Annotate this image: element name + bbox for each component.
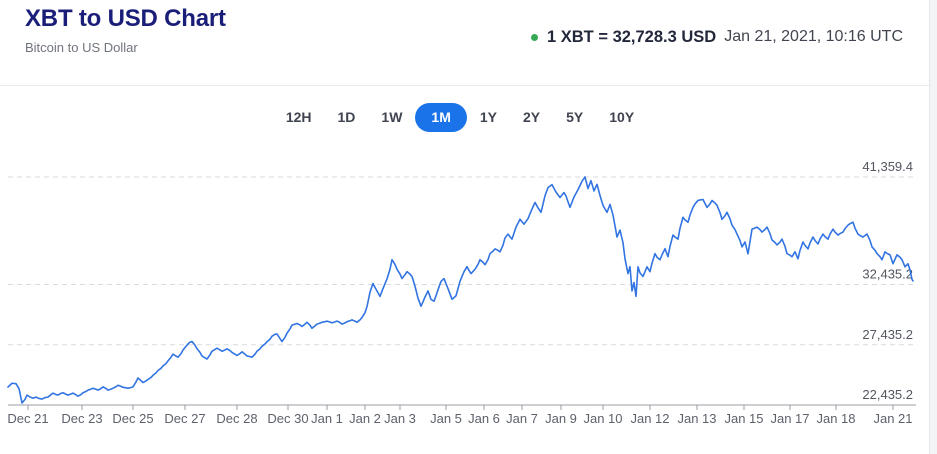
x-axis-label: Jan 1: [311, 411, 343, 426]
range-button-1m[interactable]: 1M: [415, 103, 467, 132]
range-button-12h[interactable]: 12H: [273, 103, 325, 132]
range-button-5y[interactable]: 5Y: [553, 103, 596, 132]
x-axis-label: Jan 17: [770, 411, 809, 426]
x-axis-label: Dec 27: [164, 411, 205, 426]
x-axis-label: Dec 25: [112, 411, 153, 426]
current-rate: 1 XBT = 32,728.3 USD Jan 21, 2021, 10:16…: [531, 26, 903, 48]
x-axis-label: Jan 10: [583, 411, 622, 426]
x-axis-label: Jan 6: [468, 411, 500, 426]
x-axis-label: Jan 5: [430, 411, 462, 426]
live-status-dot-icon: [531, 33, 538, 41]
x-axis-label: Jan 13: [677, 411, 716, 426]
y-axis-label: 41,359.4: [862, 159, 913, 174]
rate-value: 1 XBT = 32,728.3 USD: [547, 27, 717, 46]
page-right-edge: [929, 0, 937, 454]
y-axis-label: 27,435.2: [862, 327, 913, 342]
range-button-1y[interactable]: 1Y: [467, 103, 510, 132]
x-axis-label: Jan 2: [349, 411, 381, 426]
y-axis-label: 32,435.2: [862, 267, 913, 282]
page-title: XBT to USD Chart: [25, 5, 226, 32]
price-line: [7, 176, 914, 404]
range-button-1d[interactable]: 1D: [325, 103, 369, 132]
x-axis-label: Dec 21: [7, 411, 48, 426]
range-button-1w[interactable]: 1W: [368, 103, 415, 132]
x-axis-label: Jan 3: [384, 411, 416, 426]
x-axis-label: Jan 21: [873, 411, 912, 426]
header-divider: [0, 85, 930, 86]
y-axis-label: 22,435.2: [862, 387, 913, 402]
page-subtitle: Bitcoin to US Dollar: [25, 40, 138, 55]
x-axis-label: Dec 23: [61, 411, 102, 426]
x-axis-label: Dec 28: [216, 411, 257, 426]
x-axis-label: Dec 30: [267, 411, 308, 426]
range-button-10y[interactable]: 10Y: [596, 103, 647, 132]
rate-timestamp: Jan 21, 2021, 10:16 UTC: [724, 28, 903, 45]
range-button-2y[interactable]: 2Y: [510, 103, 553, 132]
time-range-selector: 12H 1D 1W 1M 1Y 2Y 5Y 10Y: [0, 103, 920, 132]
x-axis-label: Jan 18: [816, 411, 855, 426]
x-axis-label: Jan 9: [545, 411, 577, 426]
x-axis-label: Jan 12: [630, 411, 669, 426]
x-axis-label: Jan 7: [506, 411, 538, 426]
x-axis-label: Jan 15: [724, 411, 763, 426]
